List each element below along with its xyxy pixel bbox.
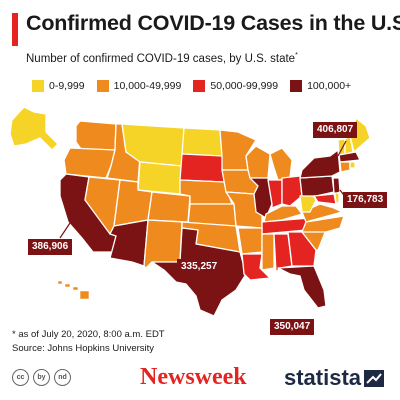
- subtitle-text: Number of confirmed COVID-19 cases, by U…: [26, 52, 296, 65]
- license-icons: cc by nd: [12, 369, 75, 386]
- callout-california: 386,906: [28, 239, 73, 255]
- page-title: Confirmed COVID-19 Cases in the U.S.: [26, 11, 400, 35]
- footnote-source: Source: Johns Hopkins University: [12, 343, 155, 354]
- state-indiana: [267, 179, 283, 209]
- state-vermont: [337, 138, 346, 156]
- state-mississippi: [261, 233, 275, 271]
- state-delaware: [334, 192, 340, 204]
- state-arkansas: [237, 227, 263, 255]
- state-new-york: [299, 149, 341, 179]
- state-alaska: [9, 106, 59, 151]
- subtitle: Number of confirmed COVID-19 cases, by U…: [26, 52, 298, 65]
- legend-label: 100,000+: [307, 80, 352, 92]
- legend-swatch: [193, 80, 206, 92]
- state-connecticut: [339, 161, 351, 173]
- callout-texas: 335,257: [177, 259, 222, 275]
- state-north-carolina: [301, 215, 345, 233]
- state-washington: [75, 120, 117, 151]
- callout-new-jersey: 176,783: [343, 192, 388, 208]
- leader-california: [59, 219, 73, 239]
- legend-swatch: [290, 80, 303, 92]
- nd-icon[interactable]: nd: [54, 369, 71, 386]
- subtitle-footnote-mark: *: [295, 52, 298, 59]
- state-south-dakota: [179, 153, 225, 183]
- state-pennsylvania: [299, 175, 335, 197]
- legend-item: 10,000-49,999: [96, 80, 182, 92]
- legend-label: 50,000-99,999: [210, 80, 279, 92]
- newsweek-logo[interactable]: Newsweek: [140, 364, 247, 390]
- legend-label: 0-9,999: [49, 80, 85, 92]
- state-michigan: [269, 147, 293, 181]
- state-arizona: [109, 219, 149, 267]
- by-icon[interactable]: by: [33, 369, 50, 386]
- statista-logo[interactable]: statista: [284, 365, 362, 390]
- state-wyoming: [137, 161, 183, 195]
- cc-icon[interactable]: cc: [12, 369, 29, 386]
- state-rhode-island: [349, 161, 356, 169]
- callout-florida: 350,047: [270, 319, 315, 335]
- state-georgia: [287, 231, 317, 267]
- callout-new-york: 406,807: [313, 122, 358, 138]
- title-accent-bar: [12, 13, 18, 46]
- legend-item: 0-9,999: [32, 80, 85, 92]
- legend-label: 10,000-49,999: [113, 80, 182, 92]
- legend-swatch: [96, 80, 109, 92]
- state-florida: [277, 265, 327, 309]
- legend-swatch: [32, 80, 44, 92]
- state-hawaii: [57, 280, 90, 300]
- legend-item: 100,000+: [290, 80, 351, 92]
- state-massachusetts: [338, 151, 361, 163]
- statista-logo-icon: [364, 370, 384, 387]
- state-oregon: [63, 147, 116, 179]
- state-new-jersey: [332, 177, 341, 195]
- state-maryland: [313, 193, 337, 205]
- state-north-dakota: [181, 127, 223, 157]
- state-ohio: [281, 175, 303, 207]
- legend-item: 50,000-99,999: [193, 80, 278, 92]
- leader-new-york: [337, 140, 347, 157]
- state-colorado: [147, 191, 191, 223]
- legend: 0-9,999 10,000-49,999 50,000-99,999 100,…: [32, 79, 363, 93]
- footnote-asof: * as of July 20, 2020, 8:00 a.m. EDT: [12, 329, 165, 340]
